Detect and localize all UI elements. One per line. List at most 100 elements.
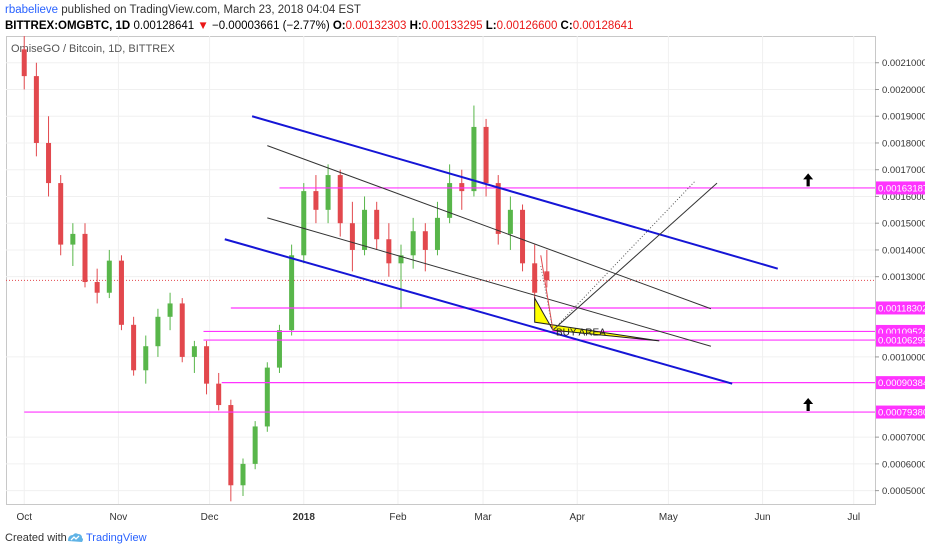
candle-body [434,217,440,250]
candle-body [520,209,526,264]
thin-trendline [267,145,712,310]
channel-trendline [251,115,779,270]
x-tick-label: Oct [16,512,32,523]
chart-header: rbabelieve published on TradingView.com,… [0,0,932,36]
candle-body [289,255,295,331]
created-with-label: Created with [5,532,67,544]
candle-body [155,316,161,347]
symbol-label[interactable]: BITTREX:OMGBTC, 1D [5,20,131,32]
x-tick-label: Nov [110,512,128,523]
candle-body [483,126,489,184]
candle-body [94,282,100,293]
candle-body [374,209,380,240]
level-price-label: 0.00163187 [878,183,925,194]
plot-frame [6,36,876,505]
candle-body [58,183,64,245]
buy-area-zone [534,296,660,342]
candle-body [507,209,513,234]
candle-body [422,231,428,250]
candle-body [82,233,88,283]
ohlc-line: BITTREX:OMGBTC, 1D 0.00128641 ▼ −0.00003… [5,20,633,32]
tradingview-logo-icon[interactable] [66,531,84,545]
candle-body [325,175,331,210]
level-price-label: 0.00090384 [878,378,925,389]
candle-body [179,303,185,357]
channel-trendline [224,238,733,385]
level-price-tag [876,333,925,347]
candle-body [46,142,52,184]
high-label: H: [409,20,422,32]
candle-body [276,330,282,368]
candle-body [532,263,538,293]
chart-title: OmiseGO / Bitcoin, 1D, BITTREX [11,43,175,55]
x-tick-label: 2018 [293,512,316,523]
high-value: 0.00133295 [421,20,483,32]
level-price-label: 0.00109524 [878,327,925,338]
down-arrow-icon: ▼ [197,20,209,32]
price-change: −0.00003661 (−2.77%) [212,20,330,32]
level-price-tag [876,301,925,315]
x-tick-label: Dec [201,512,219,523]
candle-body [471,126,477,192]
candle-body [252,426,258,464]
candle-body [337,175,343,224]
up-arrow-icon [803,398,814,412]
candle-body [131,324,137,371]
low-value: 0.00126600 [496,20,558,32]
candle-body [240,463,246,486]
candle-body [191,346,197,357]
candle-body [106,260,112,293]
tradingview-brand-link[interactable]: TradingView [86,532,147,544]
author-link[interactable]: rbabelieve [5,4,59,16]
close-label: C: [560,20,573,32]
candle-body [228,405,234,486]
level-price-label: 0.00118302 [878,303,925,314]
candle-body [70,233,76,245]
open-value: 0.00132303 [345,20,407,32]
x-tick-label: May [659,512,678,523]
last-price: 0.00128641 [133,20,195,32]
projection-dotted-line [540,265,554,331]
candle-body [264,367,270,427]
thin-trendline [267,217,712,347]
candle-body [544,271,550,281]
buy-area-label: BUY AREA [556,328,606,339]
candle-body [167,303,173,317]
projection-line [540,255,554,331]
candle-body [447,183,453,218]
chart-area[interactable]: Oct Nov Dec 2018 Feb Mar Apr May Jun Jul 0.0021000… [6,30,932,528]
up-arrow-icon [803,173,814,187]
candle-body [143,346,149,371]
price-chart[interactable]: Oct Nov Dec 2018 Feb Mar Apr May Jun Jul 0.0021000… [6,30,932,528]
publish-info: published on TradingView.com, March 23, … [61,4,361,16]
low-label: L: [485,20,497,32]
x-tick-label: Apr [569,512,585,523]
candle-body [216,383,222,406]
candle-body [21,49,27,77]
candle-body [410,231,416,256]
level-price-tag [876,405,925,419]
y-tick-label: 0.00050000 [882,486,925,497]
footer: Created with TradingView [0,528,932,550]
level-price-label: 0.00106295 [878,336,925,347]
x-tick-label: Jun [755,512,771,523]
candle-body [301,191,307,256]
candle-body [362,209,368,250]
candle-body [204,346,210,384]
x-tick-label: Mar [474,512,492,523]
thin-trendline [552,182,718,331]
candle-body [495,183,501,234]
x-tick-label: Jul [847,512,860,523]
candle-body [398,255,404,264]
